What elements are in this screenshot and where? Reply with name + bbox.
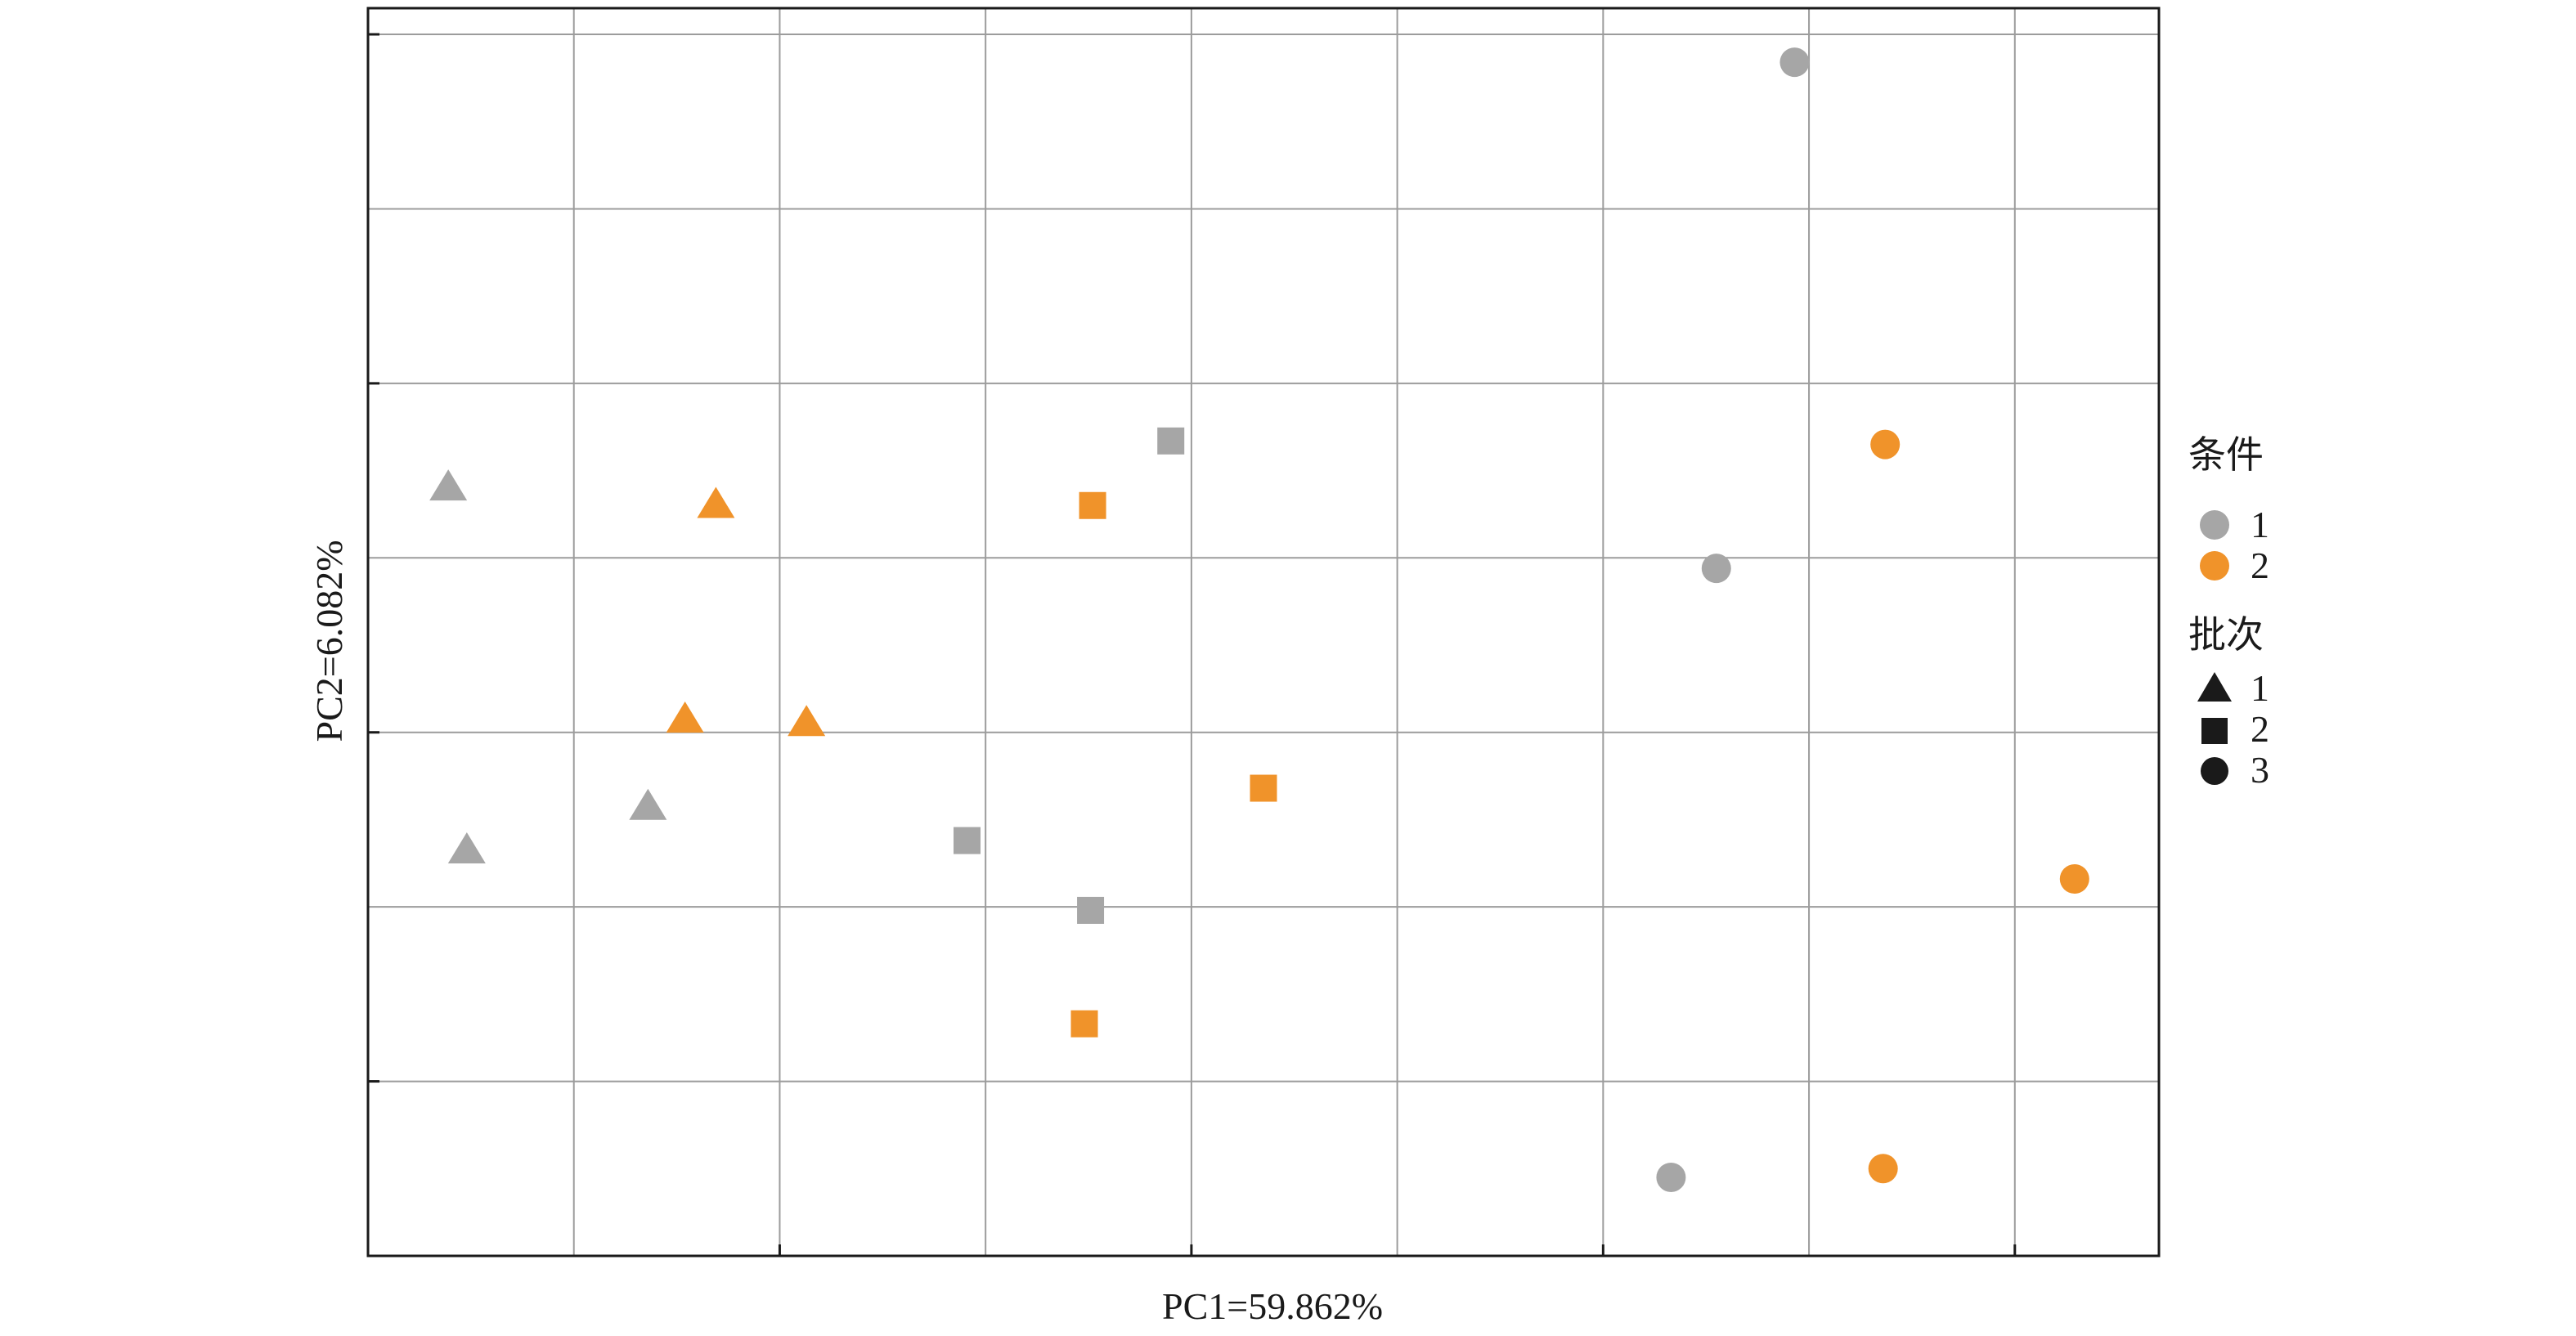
data-point-12 — [1070, 1010, 1098, 1038]
data-point-15 — [1656, 1162, 1686, 1192]
legend-item-condition-1: 1 — [2200, 504, 2269, 545]
data-points — [429, 47, 2089, 1192]
data-point-9 — [1077, 896, 1105, 924]
grid — [368, 8, 2159, 1256]
legend-title-condition: 条件 — [2188, 433, 2264, 477]
data-point-8 — [954, 827, 981, 854]
data-point-17 — [2059, 863, 2089, 894]
data-point-3 — [629, 788, 667, 820]
axis-ticks — [368, 33, 2017, 1256]
legend-item-batch-2: 2 — [2201, 708, 2269, 750]
plot-frame — [366, 7, 2161, 1258]
legend-label-batch-2: 2 — [2251, 708, 2269, 750]
data-point-11 — [1250, 774, 1277, 802]
data-point-2 — [447, 832, 486, 864]
data-point-10 — [1079, 491, 1106, 519]
data-point-4 — [697, 486, 735, 518]
data-point-14 — [1701, 554, 1731, 584]
legend-label-condition-1: 1 — [2251, 504, 2269, 545]
legend-item-condition-2: 2 — [2200, 545, 2269, 586]
y-axis-title: PC2=6.082% — [308, 540, 350, 742]
data-point-7 — [1157, 427, 1185, 455]
legend-item-batch-1: 1 — [2197, 667, 2269, 709]
data-point-1 — [429, 469, 468, 501]
legend-swatch-square — [2201, 718, 2228, 744]
data-point-5 — [666, 701, 704, 733]
legend-label-condition-2: 2 — [2251, 545, 2269, 586]
legend: 条件 1 2 批次 1 2 3 — [2188, 433, 2269, 791]
x-axis-title: PC1=59.862% — [1162, 1285, 1383, 1327]
legend-swatch-condition-2 — [2200, 551, 2229, 581]
legend-item-batch-3: 3 — [2201, 749, 2269, 791]
legend-swatch-condition-1 — [2200, 510, 2229, 540]
data-point-13 — [1779, 47, 1810, 78]
legend-swatch-circle — [2201, 757, 2228, 785]
data-point-6 — [788, 705, 826, 737]
legend-title-batch: 批次 — [2188, 612, 2264, 657]
legend-swatch-triangle — [2197, 672, 2232, 702]
data-point-16 — [1870, 429, 1901, 460]
data-point-18 — [1868, 1154, 1898, 1184]
legend-label-batch-3: 3 — [2251, 749, 2269, 791]
legend-label-batch-1: 1 — [2251, 667, 2269, 709]
